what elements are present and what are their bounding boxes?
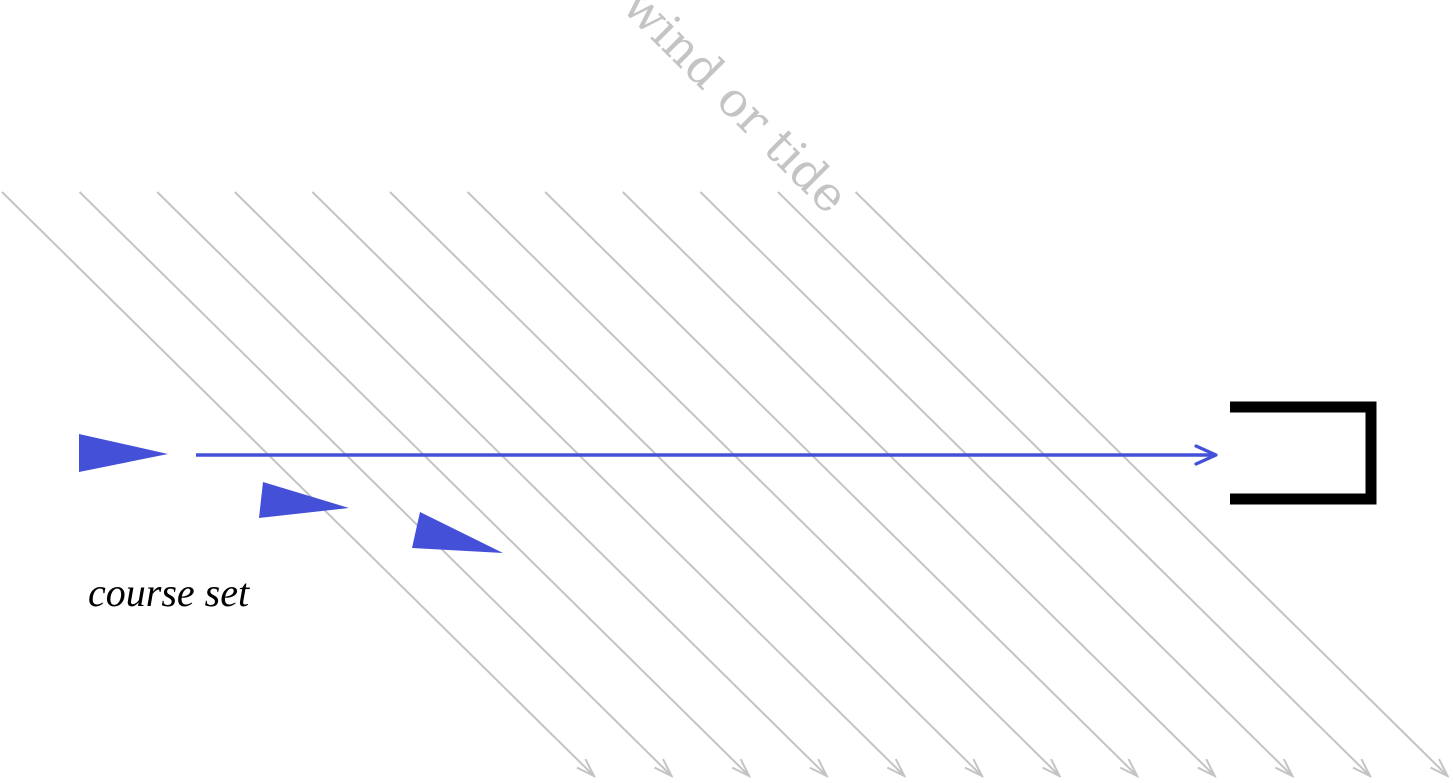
flow-line-10: [699, 191, 1292, 776]
flow-line-8: [544, 191, 1137, 776]
boat-icon-middle: [259, 482, 349, 518]
flow-line-2: [78, 191, 672, 776]
flow-line-3: [156, 191, 749, 776]
flow-line-12: [854, 191, 1448, 776]
flow-line-1: [1, 191, 594, 776]
flow-line-6: [389, 191, 982, 776]
boat-icon-start: [79, 434, 168, 472]
wind-tide-flow-lines: [1, 191, 1448, 776]
flow-line-9: [622, 191, 1215, 776]
flow-line-11: [777, 191, 1370, 776]
wind-or-tide-label: wind or tide: [612, 0, 860, 225]
flow-line-7: [466, 191, 1060, 776]
course-set-label: course set: [88, 570, 250, 615]
flow-line-5: [311, 191, 904, 776]
flow-line-4: [234, 191, 827, 776]
dock-icon: [1230, 401, 1377, 505]
boat-icon-end: [412, 512, 503, 553]
